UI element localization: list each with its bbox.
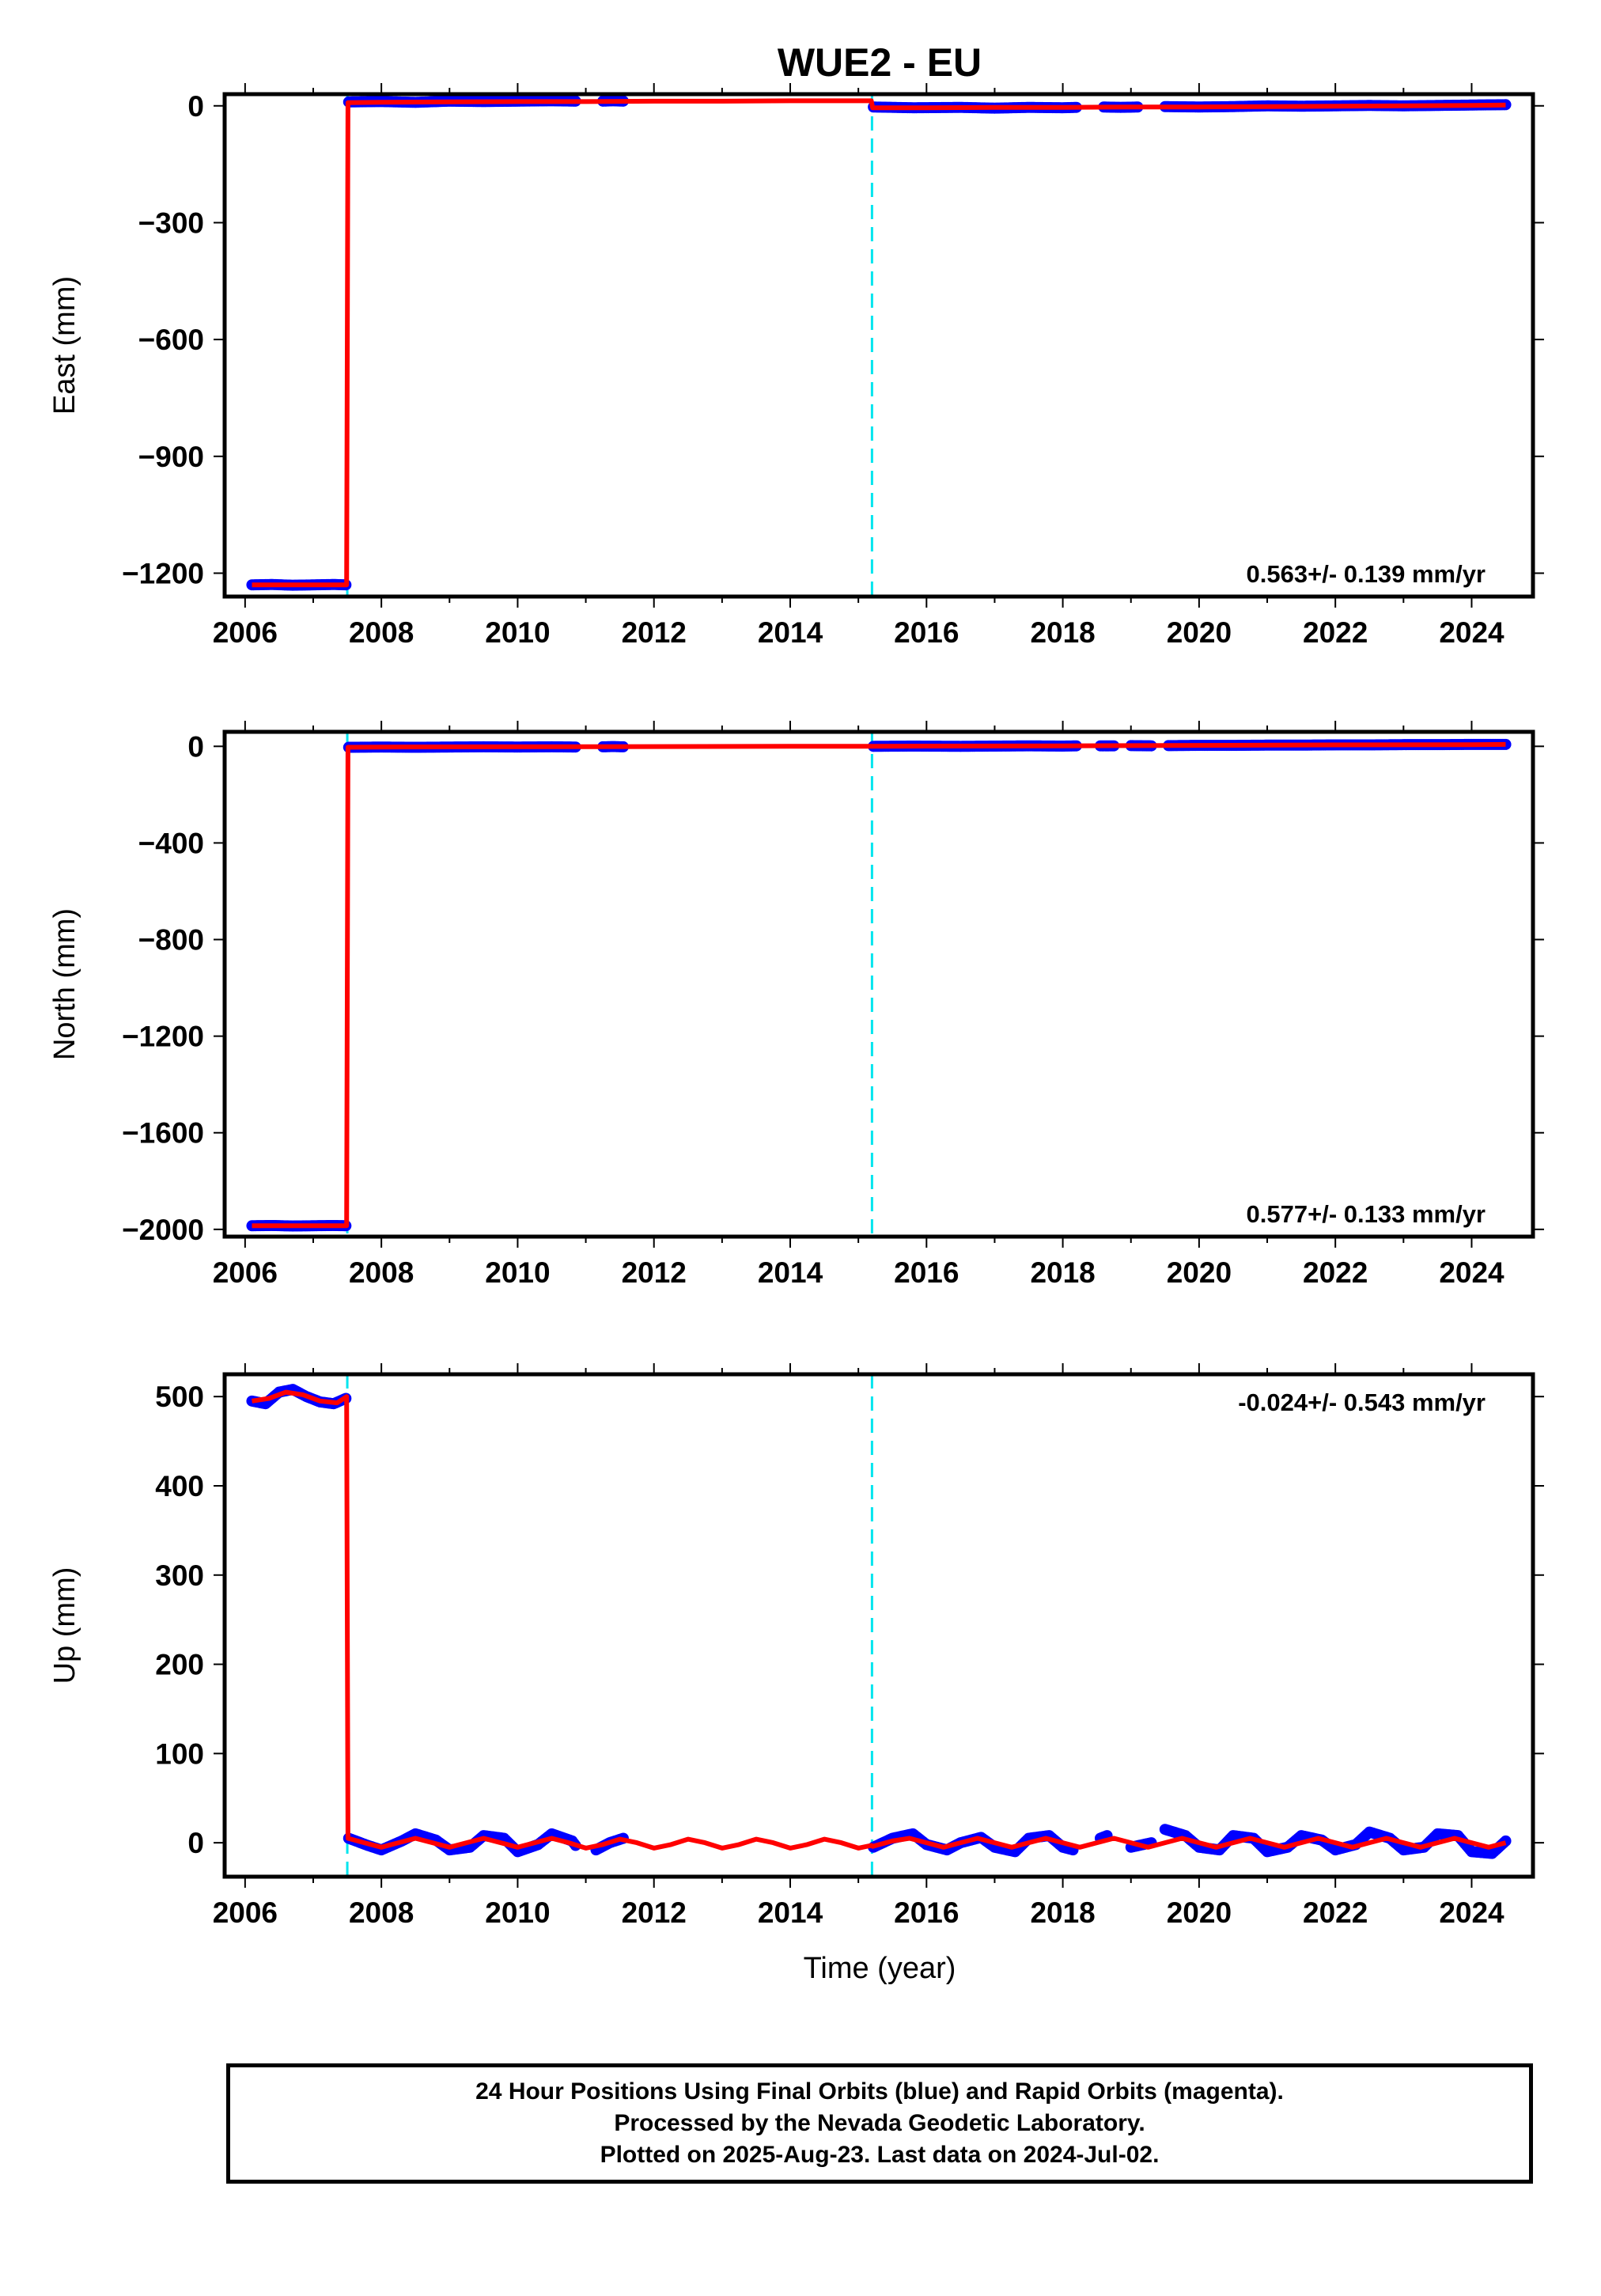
y-tick-label: 500 bbox=[155, 1381, 204, 1413]
x-tick-label: 2010 bbox=[485, 1256, 550, 1289]
footer-line-2: Processed by the Nevada Geodetic Laborat… bbox=[614, 2110, 1145, 2136]
panel-east: 0 −300 −600 −900 −1200 2006 2008 2010 2012 2014 20… bbox=[48, 83, 1544, 649]
x-tick-label: 2024 bbox=[1439, 1256, 1504, 1289]
x-tick-label: 2018 bbox=[1030, 1256, 1095, 1289]
y-tick-label: 0 bbox=[187, 90, 204, 123]
x-tick-label: 2014 bbox=[758, 1896, 823, 1929]
y-axis-label: North (mm) bbox=[48, 908, 81, 1060]
x-tick-label: 2008 bbox=[349, 616, 414, 649]
y-tick-label: −1200 bbox=[122, 1021, 204, 1053]
footer-line-1: 24 Hour Positions Using Final Orbits (bl… bbox=[475, 2078, 1284, 2105]
y-axis-label: Up (mm) bbox=[48, 1567, 81, 1684]
y-tick-label: 300 bbox=[155, 1559, 204, 1592]
velocity-annotation: 0.577+/- 0.133 mm/yr bbox=[1247, 1200, 1486, 1228]
x-tick-label: 2016 bbox=[894, 1896, 959, 1929]
velocity-annotation: -0.024+/- 0.543 mm/yr bbox=[1238, 1389, 1486, 1416]
x-tick-label: 2010 bbox=[485, 1896, 550, 1929]
x-tick-label: 2012 bbox=[622, 616, 687, 649]
x-tick-label: 2020 bbox=[1167, 1896, 1232, 1929]
x-tick-label: 2012 bbox=[622, 1256, 687, 1289]
x-tick-label: 2018 bbox=[1030, 616, 1095, 649]
model-fit-line bbox=[252, 98, 1506, 588]
y-tick-label: −400 bbox=[138, 827, 204, 859]
x-axis-label: Time (year) bbox=[804, 1952, 956, 1985]
x-tick-label: 2008 bbox=[349, 1896, 414, 1929]
y-tick-label: −600 bbox=[138, 324, 204, 356]
plot-area bbox=[246, 94, 1512, 597]
x-tick-label: 2018 bbox=[1030, 1896, 1095, 1929]
y-tick-label: −1600 bbox=[122, 1117, 204, 1150]
y-tick-label: −2000 bbox=[122, 1214, 204, 1246]
x-tick-label: 2012 bbox=[622, 1896, 687, 1929]
x-tick-label: 2024 bbox=[1439, 616, 1504, 649]
panels: 0 −300 −600 −900 −1200 2006 2008 2010 2012 2014 20… bbox=[48, 83, 1544, 1929]
position-point bbox=[1500, 738, 1512, 750]
y-tick-label: −1200 bbox=[122, 557, 204, 589]
x-tick-label: 2022 bbox=[1303, 1256, 1368, 1289]
y-tick-label: −300 bbox=[138, 206, 204, 239]
plot-area bbox=[246, 732, 1512, 1237]
x-tick-label: 2006 bbox=[213, 1256, 278, 1289]
x-tick-label: 2022 bbox=[1303, 616, 1368, 649]
plot-frame bbox=[222, 92, 1535, 599]
x-tick-label: 2010 bbox=[485, 616, 550, 649]
x-tick-label: 2020 bbox=[1167, 1256, 1232, 1289]
y-tick-label: 200 bbox=[155, 1649, 204, 1681]
footer-caption-box: 24 Hour Positions Using Final Orbits (bl… bbox=[226, 2063, 1533, 2184]
plot-frame bbox=[222, 1372, 1535, 1879]
y-tick-label: 100 bbox=[155, 1737, 204, 1770]
y-tick-label: −800 bbox=[138, 924, 204, 957]
x-tick-label: 2016 bbox=[894, 1256, 959, 1289]
plot-frame bbox=[222, 729, 1535, 1239]
velocity-annotation: 0.563+/- 0.139 mm/yr bbox=[1247, 560, 1486, 588]
y-axis-label: East (mm) bbox=[48, 276, 81, 415]
y-tick-label: 400 bbox=[155, 1470, 204, 1502]
y-tick-label: 0 bbox=[187, 1827, 204, 1859]
panel-up: 500 400 300 200 100 0 2006 2008 2010 2012 2014 2016… bbox=[48, 1363, 1544, 1929]
x-tick-label: 2020 bbox=[1167, 616, 1232, 649]
footer-line-3: Plotted on 2025-Aug-23. Last data on 202… bbox=[600, 2142, 1160, 2168]
y-tick-label: −900 bbox=[138, 441, 204, 473]
x-tick-label: 2008 bbox=[349, 1256, 414, 1289]
model-fit-line bbox=[252, 741, 1506, 1229]
panel-north: 0 −400 −800 −1200 −1600 −2000 2006 2008 2010 2012… bbox=[48, 721, 1544, 1289]
y-tick-label: 0 bbox=[187, 730, 204, 763]
x-tick-label: 2016 bbox=[894, 616, 959, 649]
x-tick-label: 2006 bbox=[213, 1896, 278, 1929]
x-tick-label: 2024 bbox=[1439, 1896, 1504, 1929]
plot-area bbox=[246, 1374, 1512, 1877]
x-tick-label: 2014 bbox=[758, 616, 823, 649]
x-tick-label: 2014 bbox=[758, 1256, 823, 1289]
figure-title: WUE2 - EU bbox=[778, 40, 982, 85]
model-fit-line bbox=[252, 1389, 1507, 1851]
x-tick-label: 2022 bbox=[1303, 1896, 1368, 1929]
x-tick-label: 2006 bbox=[213, 616, 278, 649]
